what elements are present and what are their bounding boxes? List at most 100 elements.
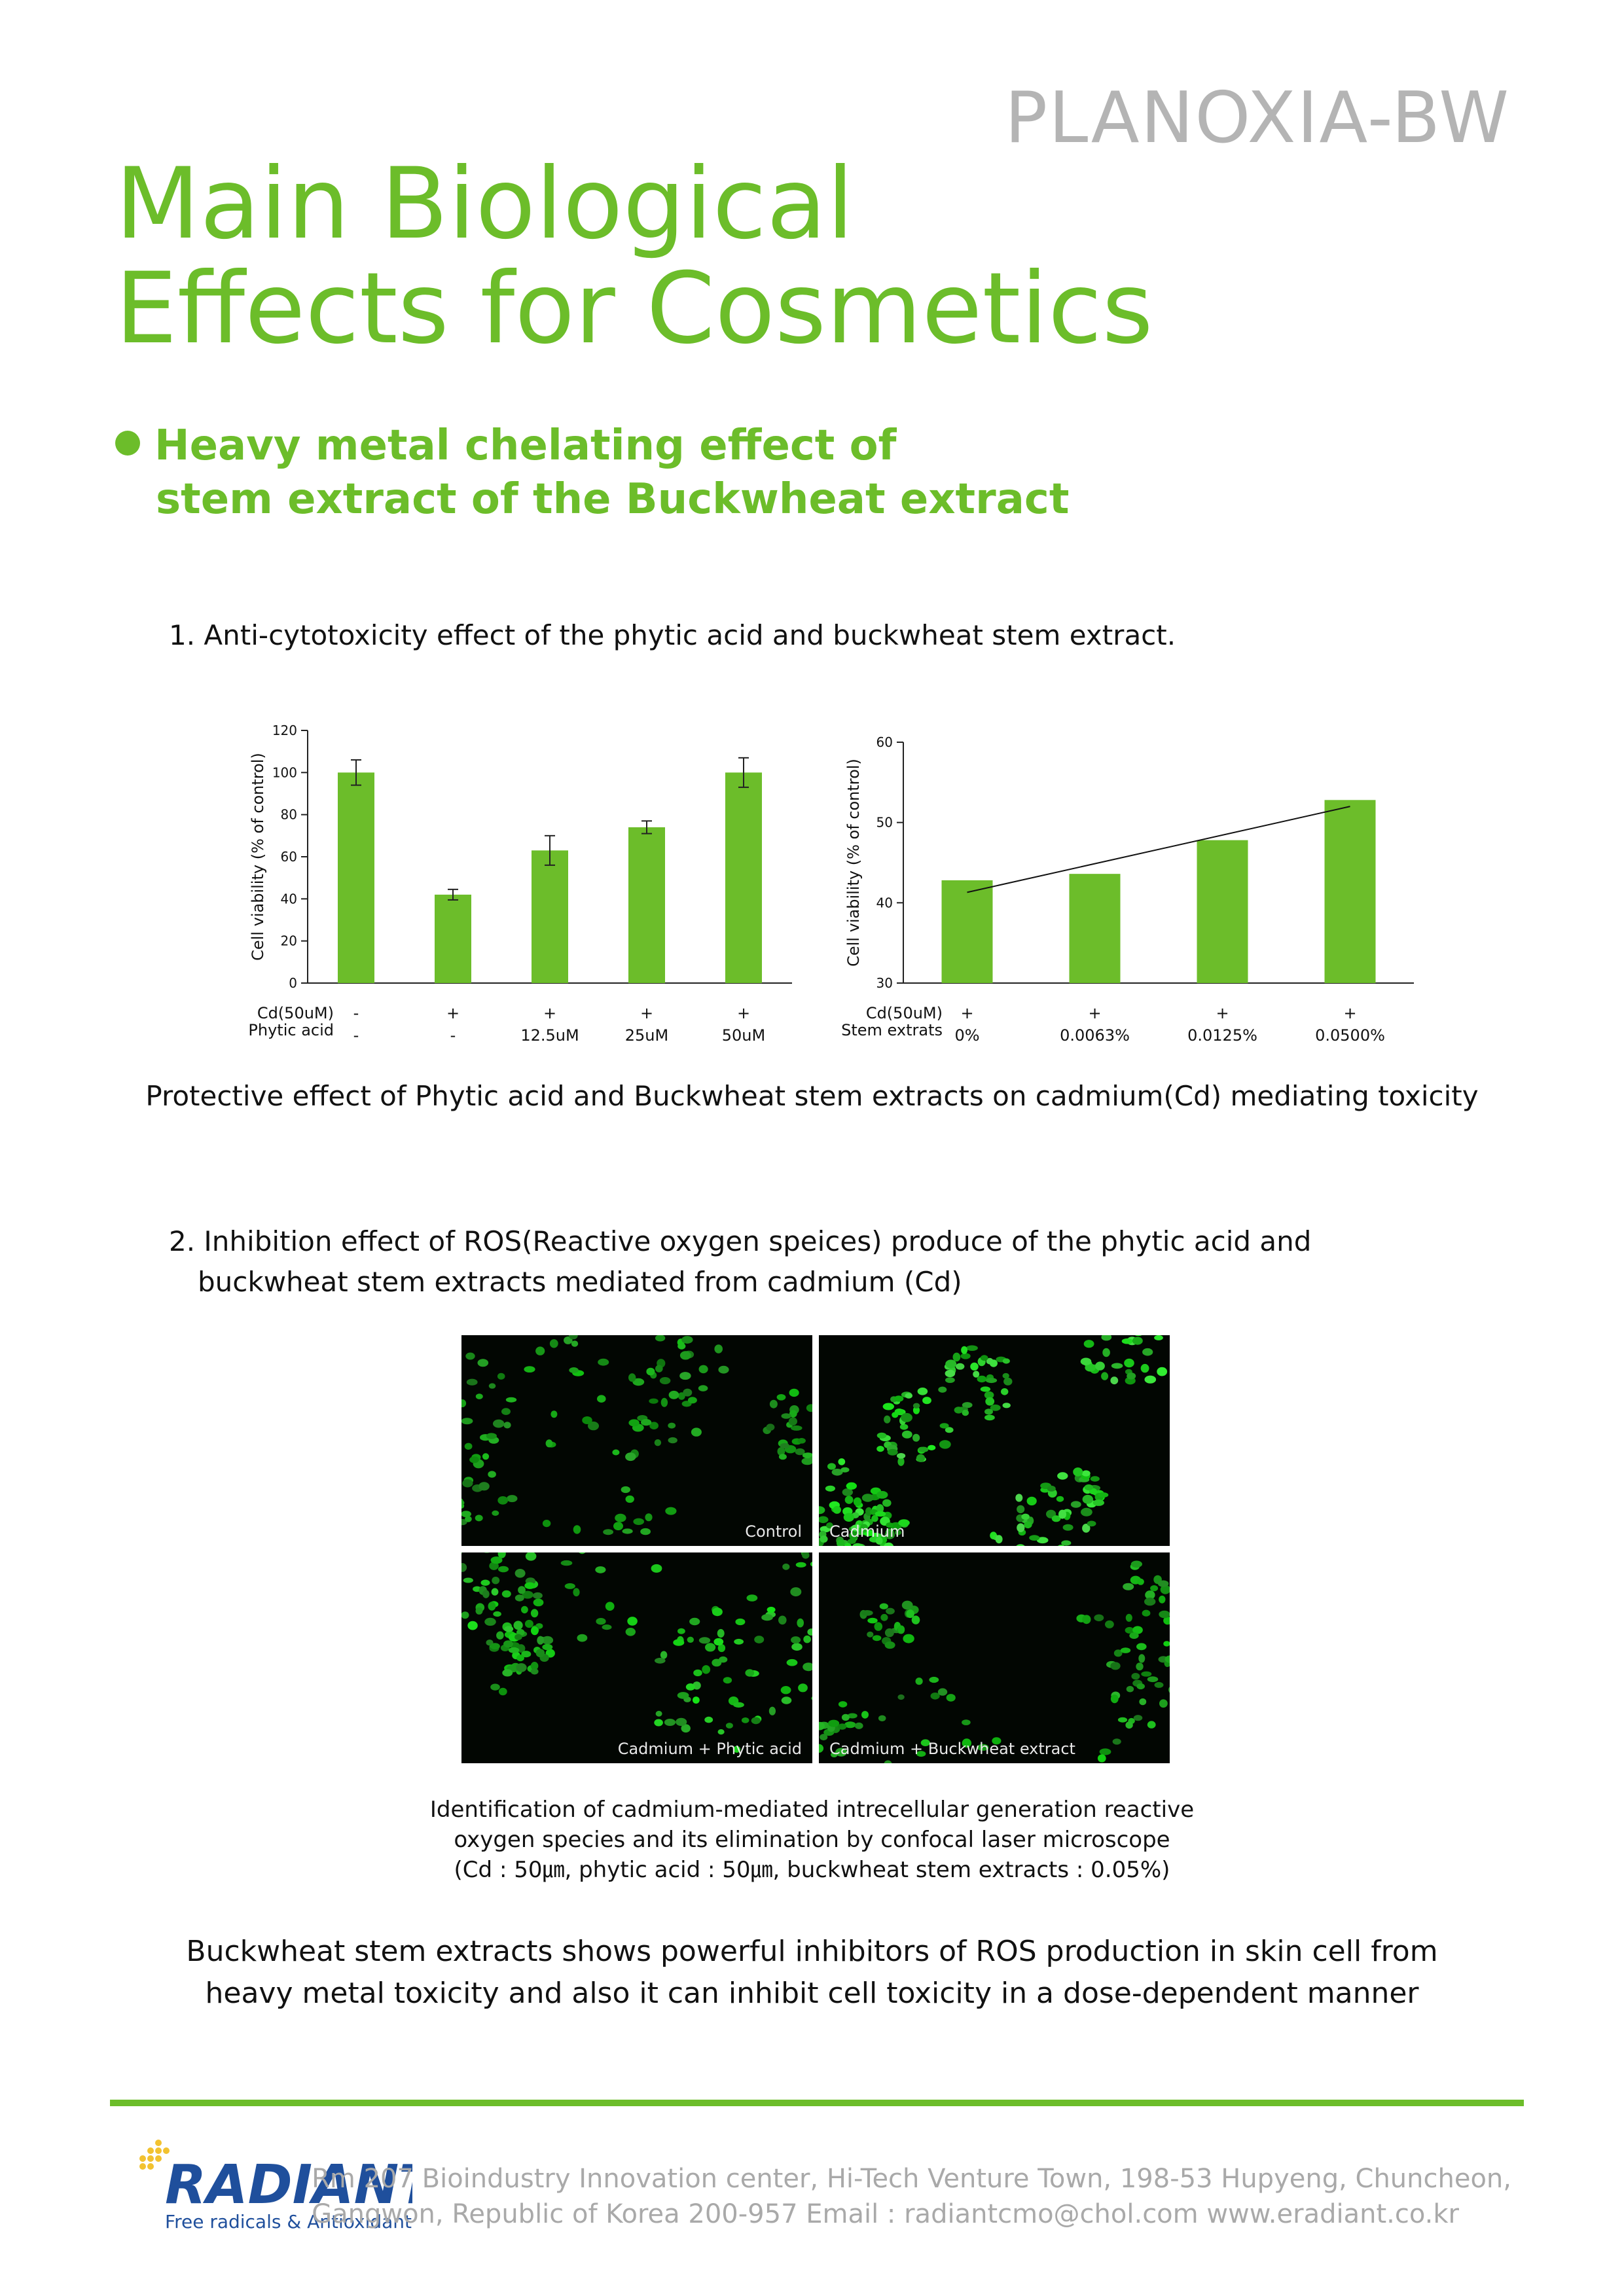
y-tick-label: 40 bbox=[876, 895, 893, 910]
treatment-label-4: 25uM bbox=[625, 1026, 668, 1045]
cell bbox=[1168, 1687, 1170, 1693]
cd-label-4: + bbox=[1343, 1004, 1356, 1022]
cell bbox=[469, 1456, 479, 1463]
cell bbox=[990, 1404, 1001, 1411]
cell bbox=[886, 1522, 893, 1528]
section-heading: Heavy metal chelating effect of stem ext… bbox=[115, 419, 1069, 526]
cell bbox=[477, 1359, 489, 1367]
cell bbox=[564, 1336, 573, 1344]
cell bbox=[1051, 1515, 1061, 1522]
cell bbox=[1105, 1620, 1114, 1628]
bar-3 bbox=[1197, 840, 1248, 983]
cell bbox=[960, 1353, 971, 1359]
cell bbox=[461, 1399, 467, 1408]
cell bbox=[1092, 1499, 1104, 1506]
cell bbox=[461, 1511, 471, 1518]
cell bbox=[571, 1340, 579, 1347]
cell bbox=[1081, 1507, 1092, 1516]
cell bbox=[922, 1397, 931, 1405]
cell bbox=[844, 1496, 854, 1504]
cell bbox=[1144, 1375, 1157, 1384]
cell bbox=[797, 1618, 804, 1628]
cell bbox=[598, 1358, 609, 1366]
cell bbox=[698, 1637, 711, 1644]
cell bbox=[1123, 1583, 1134, 1590]
cell bbox=[679, 1372, 691, 1380]
cell bbox=[956, 1363, 965, 1370]
cell bbox=[545, 1439, 553, 1448]
cell bbox=[490, 1556, 503, 1564]
cell bbox=[698, 1385, 708, 1391]
cell bbox=[550, 1410, 558, 1418]
cell bbox=[1015, 1494, 1023, 1502]
logo-text: RADIANT bbox=[165, 2154, 412, 2216]
cell bbox=[876, 1432, 887, 1439]
cell bbox=[806, 1404, 812, 1412]
cd-label-1: - bbox=[353, 1004, 359, 1022]
cell bbox=[497, 1552, 506, 1558]
cell bbox=[723, 1677, 732, 1684]
cell bbox=[621, 1486, 630, 1494]
cell bbox=[861, 1711, 869, 1719]
cell bbox=[791, 1643, 803, 1651]
microscope-panel-cadmium-phytic: Cadmium + Phytic acid bbox=[461, 1552, 812, 1763]
cell bbox=[712, 1659, 722, 1667]
figure1-caption: Protective effect of Phytic acid and Buc… bbox=[145, 1080, 1479, 1112]
cell bbox=[1002, 1358, 1010, 1364]
cell bbox=[911, 1615, 920, 1624]
cell bbox=[874, 1622, 883, 1631]
cell bbox=[1141, 1671, 1152, 1677]
cell bbox=[461, 1499, 465, 1506]
cell bbox=[894, 1408, 904, 1415]
cell bbox=[1113, 1649, 1123, 1657]
cell bbox=[945, 1377, 955, 1383]
logo-dot bbox=[155, 2155, 162, 2162]
cell bbox=[1140, 1363, 1149, 1373]
cell bbox=[712, 1607, 723, 1617]
cell bbox=[461, 1418, 473, 1425]
title-line-2: Effects for Cosmetics bbox=[115, 252, 1153, 366]
cell bbox=[1136, 1643, 1147, 1651]
panel-background bbox=[461, 1335, 812, 1546]
cell bbox=[809, 1456, 812, 1462]
cell bbox=[533, 1598, 544, 1607]
cell bbox=[734, 1638, 744, 1645]
cell bbox=[1097, 1754, 1106, 1763]
cell bbox=[803, 1662, 812, 1672]
cell bbox=[1102, 1348, 1110, 1357]
cell bbox=[1125, 1613, 1132, 1622]
cell bbox=[568, 1335, 578, 1340]
cell bbox=[1134, 1335, 1142, 1336]
cell bbox=[612, 1449, 620, 1456]
cell bbox=[906, 1609, 914, 1619]
cell bbox=[1101, 1335, 1112, 1341]
cell bbox=[820, 1535, 828, 1543]
cell bbox=[1017, 1505, 1025, 1514]
y-tick-label: 40 bbox=[281, 891, 297, 906]
cell bbox=[1073, 1467, 1083, 1477]
cd-label-2: + bbox=[446, 1004, 460, 1022]
cell bbox=[482, 1590, 490, 1598]
treatment-label-3: 12.5uM bbox=[520, 1026, 579, 1045]
cell bbox=[884, 1542, 894, 1546]
cell bbox=[916, 1454, 926, 1462]
cell bbox=[884, 1415, 891, 1424]
cell bbox=[496, 1631, 504, 1640]
cell bbox=[897, 1453, 906, 1459]
cell bbox=[698, 1365, 708, 1374]
y-tick-label: 20 bbox=[281, 933, 297, 949]
cell bbox=[464, 1443, 473, 1450]
cell bbox=[1087, 1520, 1096, 1527]
cell bbox=[915, 1677, 923, 1685]
address-line-1: Rm 207 Bioindustry Innovation center, Hi… bbox=[312, 2164, 1511, 2194]
cell bbox=[859, 1524, 869, 1533]
cell bbox=[1164, 1655, 1170, 1663]
cell bbox=[1129, 1632, 1139, 1639]
bar-1 bbox=[338, 772, 374, 983]
y-tick-label: 120 bbox=[272, 723, 297, 738]
cell bbox=[1163, 1641, 1170, 1647]
cell bbox=[1024, 1521, 1032, 1529]
cell bbox=[831, 1469, 843, 1476]
bar-4 bbox=[628, 827, 665, 983]
cell bbox=[879, 1603, 888, 1609]
